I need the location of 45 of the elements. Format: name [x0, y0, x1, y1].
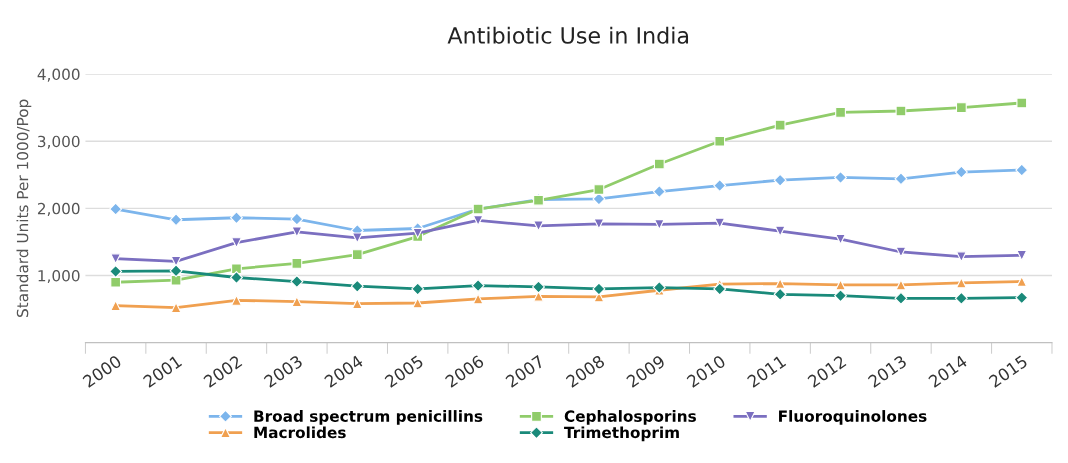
- point: [230, 211, 243, 225]
- y-tick-label: 2,000: [37, 202, 80, 216]
- point: [713, 179, 727, 192]
- point: [109, 202, 123, 216]
- point: [169, 264, 183, 278]
- legend-label: Fluoroquinolones: [779, 410, 927, 425]
- point: [773, 173, 787, 187]
- y-tick-label: 4,000: [37, 68, 80, 82]
- point: [894, 291, 908, 305]
- legend-label: Cephalosporins: [564, 410, 696, 425]
- point: [954, 165, 968, 179]
- point: [1016, 97, 1028, 109]
- point: [412, 227, 424, 239]
- point: [1015, 163, 1029, 177]
- point: [411, 282, 425, 296]
- legend-label: Broad spectrum penicillins: [254, 410, 483, 425]
- point: [350, 279, 364, 293]
- y-tick-label: 3,000: [38, 135, 80, 149]
- point: [652, 185, 666, 199]
- legend-label: Macrolides: [254, 426, 346, 439]
- point: [592, 282, 606, 296]
- point: [109, 265, 123, 278]
- point: [472, 293, 484, 305]
- point: [471, 279, 485, 293]
- point: [169, 213, 183, 227]
- point: [774, 119, 786, 131]
- point: [290, 212, 304, 226]
- point: [834, 289, 847, 303]
- point: [774, 278, 786, 289]
- point: [954, 291, 968, 305]
- y-axis-title: Standard Units Per 1000/Pop: [16, 99, 32, 317]
- chart-title: Antibiotic Use in India: [447, 26, 689, 44]
- point: [593, 184, 605, 195]
- point: [170, 274, 182, 286]
- point: [532, 280, 545, 294]
- point: [290, 275, 304, 288]
- point: [1015, 291, 1029, 305]
- point: [894, 172, 908, 186]
- point: [773, 287, 787, 301]
- point: [653, 158, 665, 170]
- point: [230, 271, 243, 284]
- point: [834, 171, 847, 184]
- point: [713, 282, 727, 296]
- y-tick-label: 1,000: [38, 269, 80, 284]
- legend-label: Trimethoprim: [564, 426, 679, 442]
